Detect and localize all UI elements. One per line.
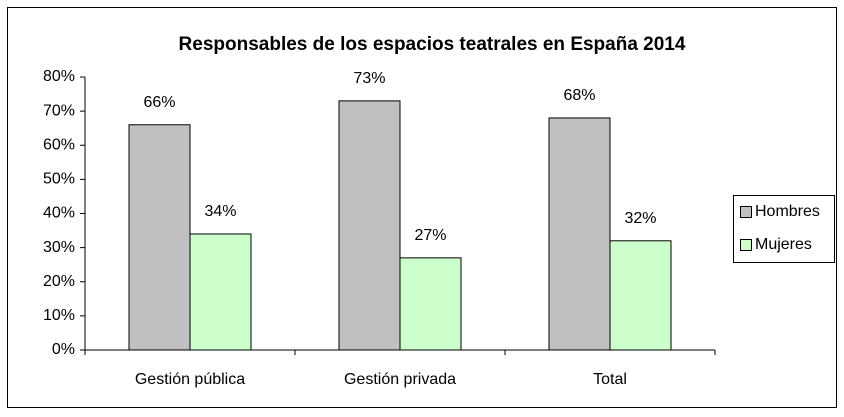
y-tick-label: 70% [43,102,75,119]
bar [399,257,462,351]
data-label: 34% [204,203,236,220]
y-tick-label: 50% [43,171,75,188]
bar [128,124,191,351]
data-label: 73% [353,70,385,87]
data-label: 32% [624,210,656,227]
x-tick-label: Gestión pública [135,371,245,388]
x-tick-label: Total [593,371,627,388]
data-label: 66% [143,94,175,111]
data-label: 27% [414,227,446,244]
y-tick-label: 10% [43,307,75,324]
chart-title: Responsables de los espacios teatrales e… [179,34,686,55]
y-tick-label: 80% [43,68,75,85]
legend-swatch [740,206,752,218]
data-label: 68% [563,87,595,104]
y-tick-label: 0% [52,341,75,358]
y-tick-label: 30% [43,239,75,256]
bar [338,100,401,351]
bar [189,233,252,351]
legend-label: Mujeres [755,236,812,253]
y-tick-label: 60% [43,136,75,153]
bar [609,240,672,351]
x-tick-label: Gestión privada [344,371,456,388]
legend-label: Hombres [755,203,820,220]
bar [548,117,611,351]
legend-swatch [740,239,752,251]
y-tick-label: 40% [43,205,75,222]
y-tick-label: 20% [43,273,75,290]
